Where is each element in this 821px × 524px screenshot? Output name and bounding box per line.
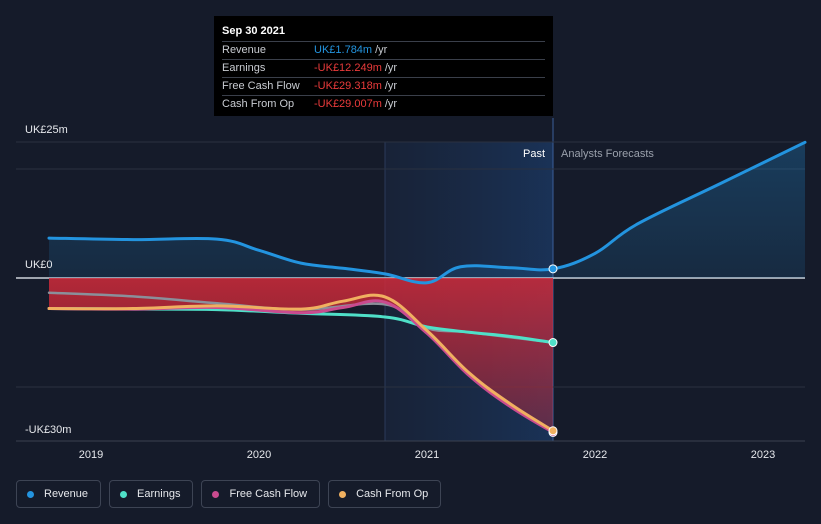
- cfo-point: [548, 426, 558, 436]
- tooltip-row-value: -UK£29.318m: [314, 80, 382, 92]
- legend-item-label: Cash From Op: [356, 488, 429, 500]
- tooltip-row: Cash From Op -UK£29.007m/yr: [222, 95, 545, 113]
- tooltip-date: Sep 30 2021: [222, 25, 285, 37]
- x-tick-label: 2022: [583, 449, 607, 461]
- legend-item-label: Revenue: [44, 488, 89, 500]
- tooltip-row: Free Cash Flow -UK£29.318m/yr: [222, 77, 545, 95]
- legend-item-label: Free Cash Flow: [229, 488, 308, 500]
- legend-dot-icon: [27, 490, 34, 498]
- y-tick-label: -UK£30m: [25, 424, 71, 436]
- tooltip-row-unit: /yr: [384, 98, 398, 110]
- tooltip-row: Earnings -UK£12.249m/yr: [222, 59, 545, 77]
- revenue-line: [47, 140, 807, 285]
- x-tick-label: 2019: [79, 449, 103, 461]
- tooltip-row-value: UK£1.784m: [314, 44, 373, 56]
- negative-area: [49, 278, 553, 433]
- tooltip-row-value: -UK£29.007m: [314, 98, 382, 110]
- tooltip-row: Revenue UK£1.784m/yr: [222, 41, 545, 59]
- legend-dot-icon: [120, 490, 128, 498]
- cfo-line: [47, 293, 555, 433]
- y-tick-label: UK£25m: [25, 124, 68, 136]
- x-tick-label: 2021: [415, 449, 439, 461]
- forecast-label: Analysts Forecasts: [561, 148, 654, 160]
- legend-item-cfo[interactable]: Cash From Op: [328, 480, 442, 508]
- legend: Revenue Earnings Free Cash Flow Cash From O…: [16, 480, 442, 508]
- x-tick-label: 2023: [751, 449, 775, 461]
- x-tick-label: 2020: [247, 449, 271, 461]
- tooltip-row-label: Cash From Op: [222, 98, 295, 110]
- tooltip-row-label: Free Cash Flow: [222, 80, 300, 92]
- legend-item-label: Earnings: [137, 488, 181, 500]
- past-label: Past: [523, 148, 545, 160]
- legend-item-revenue[interactable]: Revenue: [16, 480, 102, 508]
- y-tick-label: UK£0: [25, 259, 53, 271]
- revenue-area: [49, 142, 805, 283]
- tooltip-row-unit: /yr: [384, 62, 398, 74]
- earnings-point: [548, 338, 558, 348]
- tooltip-row-label: Revenue: [222, 44, 267, 56]
- tooltip-row-label: Earnings: [222, 62, 266, 74]
- tooltip-row-value: -UK£12.249m: [314, 62, 382, 74]
- tooltip-row-unit: /yr: [375, 44, 388, 56]
- legend-dot-icon: [339, 490, 347, 498]
- tooltip: Sep 30 2021 Revenue UK£1.784m/yr Earnings -…: [214, 16, 553, 116]
- legend-item-earnings[interactable]: Earnings: [109, 480, 194, 508]
- legend-item-fcf[interactable]: Free Cash Flow: [201, 480, 321, 508]
- legend-dot-icon: [212, 490, 220, 498]
- revenue-point: [548, 264, 558, 274]
- tooltip-row-unit: /yr: [384, 80, 398, 92]
